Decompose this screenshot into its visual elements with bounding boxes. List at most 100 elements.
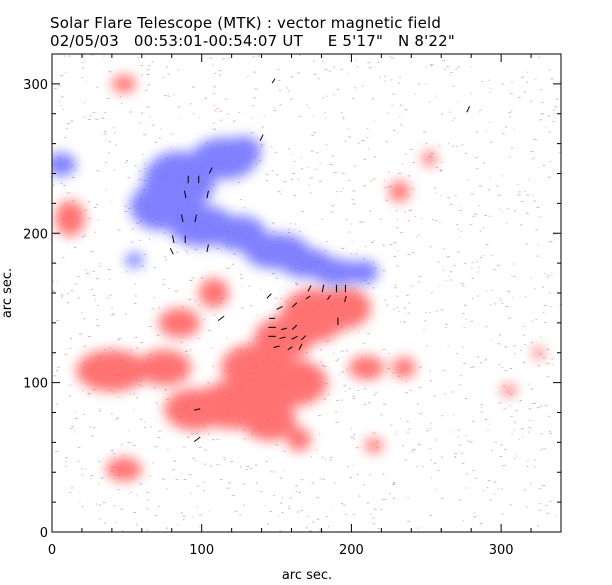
field-vector <box>276 305 283 310</box>
noise-speck <box>407 497 410 499</box>
noise-speck <box>499 297 502 299</box>
noise-speck <box>387 186 391 188</box>
noise-speck <box>112 313 115 315</box>
noise-speck <box>472 215 475 217</box>
noise-speck <box>87 119 91 121</box>
noise-speck <box>451 145 455 147</box>
noise-speck <box>174 290 178 292</box>
noise-speck <box>300 168 304 170</box>
noise-speck <box>415 466 418 468</box>
noise-speck <box>526 71 528 73</box>
noise-speck <box>407 520 411 522</box>
noise-speck <box>493 268 496 270</box>
field-vector <box>291 302 298 308</box>
noise-speck <box>117 339 120 341</box>
noise-speck <box>402 445 405 447</box>
noise-speck <box>537 364 541 366</box>
noise-speck <box>103 55 105 57</box>
noise-speck <box>538 503 541 505</box>
noise-speck <box>501 211 503 213</box>
noise-speck <box>509 504 512 506</box>
noise-speck <box>85 81 87 83</box>
noise-speck <box>513 128 515 130</box>
noise-speck <box>287 228 290 230</box>
noise-speck <box>113 453 115 454</box>
noise-speck <box>469 223 472 225</box>
noise-speck <box>416 403 419 405</box>
noise-speck <box>338 374 340 376</box>
noise-speck <box>457 436 459 438</box>
noise-speck <box>203 489 205 491</box>
noise-speck <box>482 490 485 492</box>
noise-speck <box>454 456 457 458</box>
noise-speck <box>475 157 478 159</box>
noise-speck <box>70 290 74 292</box>
noise-speck <box>545 504 548 506</box>
noise-speck <box>404 109 408 111</box>
noise-speck <box>333 94 335 96</box>
noise-speck <box>148 116 151 118</box>
noise-speck <box>189 280 193 281</box>
noise-speck <box>528 420 531 421</box>
noise-speck <box>199 514 202 516</box>
noise-speck <box>316 497 319 499</box>
noise-speck <box>472 420 475 422</box>
noise-speck <box>235 428 237 430</box>
noise-speck <box>530 482 532 484</box>
noise-speck <box>119 96 122 98</box>
noise-speck <box>319 180 322 182</box>
noise-speck <box>213 122 215 124</box>
negative-polarity-layer <box>52 136 379 286</box>
field-vector <box>279 336 286 340</box>
noise-speck <box>144 168 147 170</box>
noise-speck <box>534 459 537 461</box>
noise-speck <box>535 318 537 320</box>
noise-speck <box>506 208 509 210</box>
noise-speck <box>358 331 361 333</box>
noise-speck <box>349 388 351 389</box>
noise-speck <box>440 497 444 499</box>
noise-speck <box>79 501 81 503</box>
noise-speck <box>454 457 457 458</box>
noise-speck <box>400 231 403 233</box>
noise-speck <box>404 459 407 461</box>
negative-polarity-region <box>52 152 76 177</box>
noise-speck <box>180 473 183 475</box>
field-vector <box>194 214 197 223</box>
noise-speck <box>81 236 85 238</box>
noise-speck <box>74 170 76 172</box>
noise-speck <box>407 254 411 255</box>
noise-speck <box>440 415 443 417</box>
field-vector <box>291 324 298 330</box>
noise-speck <box>470 66 472 68</box>
noise-speck <box>57 281 59 283</box>
noise-speck <box>487 189 491 191</box>
noise-speck <box>77 460 80 462</box>
noise-speck <box>527 179 529 180</box>
noise-speck <box>166 398 169 400</box>
noise-speck <box>192 458 195 459</box>
noise-speck <box>442 369 445 371</box>
noise-speck <box>278 80 281 82</box>
noise-speck <box>531 194 533 196</box>
noise-speck <box>431 292 433 293</box>
noise-speck <box>373 394 376 396</box>
y-axis: 0 100 200 300 <box>23 53 561 541</box>
x-tick-label: 300 <box>489 543 514 558</box>
noise-speck <box>363 403 367 405</box>
noise-speck <box>511 81 513 83</box>
noise-speck <box>246 465 250 467</box>
noise-speck <box>287 148 290 150</box>
noise-speck <box>510 93 513 95</box>
noise-speck <box>406 431 409 433</box>
noise-speck <box>490 87 492 89</box>
noise-speck <box>364 388 367 390</box>
noise-speck <box>323 56 325 58</box>
noise-speck <box>83 209 87 211</box>
noise-speck <box>537 525 539 527</box>
positive-polarity-region <box>198 278 229 308</box>
noise-speck <box>380 508 383 510</box>
noise-speck <box>479 523 483 525</box>
noise-speck <box>489 91 491 93</box>
noise-speck <box>316 518 320 520</box>
